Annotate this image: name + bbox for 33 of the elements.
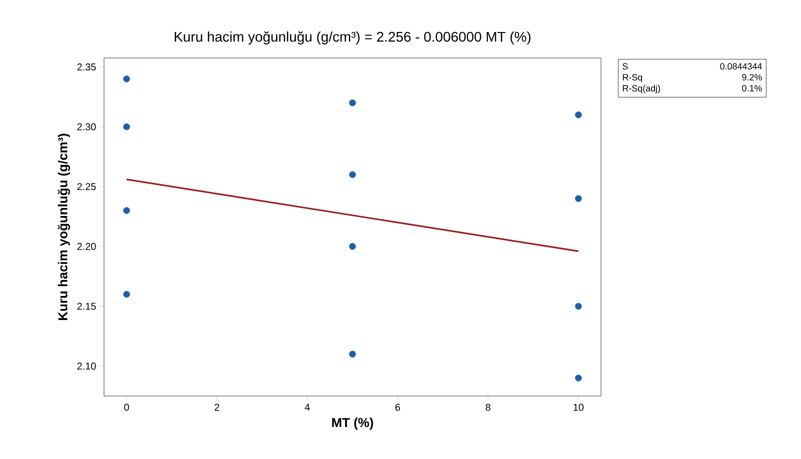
x-tick-label: 6 xyxy=(395,404,400,411)
x-tick-label: 8 xyxy=(486,404,490,411)
text: 9.2% xyxy=(742,74,762,80)
point xyxy=(123,207,130,214)
y-tick-label: 2.20 xyxy=(77,242,96,250)
point xyxy=(575,302,582,310)
point xyxy=(349,350,356,358)
point xyxy=(349,171,356,178)
text: R-Sq(adj) xyxy=(622,84,660,94)
chart-title: Kuru hacim yoğunluğu (g/cm³) = 2.256 - 0.006000 MT (%) xyxy=(174,31,530,44)
y-tick-label: 2.30 xyxy=(77,123,96,130)
x-tick-label: 2 xyxy=(214,404,220,411)
point xyxy=(123,123,130,130)
point xyxy=(575,374,582,382)
y-tick-label: 2.15 xyxy=(77,302,96,310)
text: 0.0844344 xyxy=(720,63,762,70)
point xyxy=(349,99,356,106)
y-tick-label: 2.25 xyxy=(77,183,96,190)
text: S xyxy=(622,63,628,70)
text: 0.1% xyxy=(742,85,762,92)
point xyxy=(349,243,356,250)
x-tick-label: 4 xyxy=(304,404,310,411)
point xyxy=(575,111,582,118)
x-axis-title: MT (%) xyxy=(332,418,374,430)
y-tick-label: 2.35 xyxy=(77,63,96,70)
point xyxy=(575,195,582,202)
point xyxy=(123,290,130,298)
text: R-Sq xyxy=(622,74,642,82)
x-tick-label: 0 xyxy=(124,404,129,411)
y-tick-label: 2.10 xyxy=(77,362,96,370)
point xyxy=(123,76,130,82)
x-tick-label: 10 xyxy=(574,404,584,411)
y-axis-title: Kuru hacim yoğunluğu (g/cm³) xyxy=(58,134,70,320)
